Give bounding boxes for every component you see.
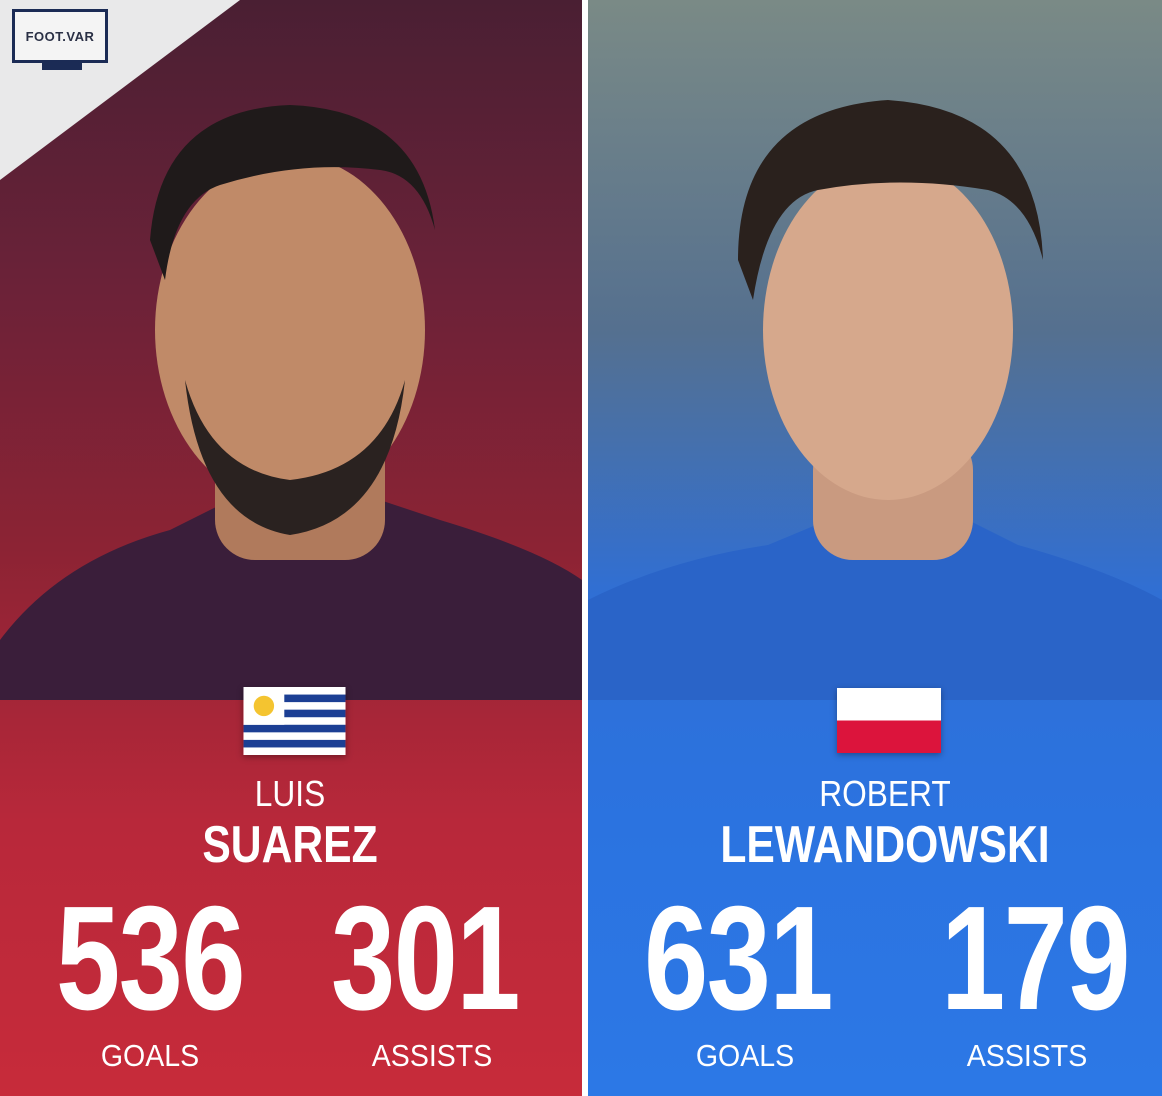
player-last-name: SUAREZ bbox=[202, 816, 378, 874]
player-panel-suarez: FOOT.VAR LUIS SUAREZ 536 301 GOALS ASSIS… bbox=[0, 0, 582, 1096]
goals-value: 536 bbox=[56, 876, 245, 1041]
player-last-name: LEWANDOWSKI bbox=[720, 816, 1050, 874]
assists-value: 301 bbox=[331, 876, 520, 1041]
assists-label: ASSISTS bbox=[371, 1038, 493, 1073]
footvar-logo: FOOT.VAR bbox=[12, 9, 108, 63]
poland-flag-icon bbox=[837, 688, 941, 753]
player-first-name: ROBERT bbox=[819, 773, 951, 814]
player-photo-lewandowski bbox=[588, 100, 1162, 700]
goals-value: 631 bbox=[644, 876, 833, 1041]
uruguay-flag-icon bbox=[243, 687, 346, 755]
player-first-name: LUIS bbox=[254, 773, 326, 814]
assists-value: 179 bbox=[941, 876, 1130, 1041]
goals-label: GOALS bbox=[695, 1038, 795, 1073]
goals-label: GOALS bbox=[100, 1038, 200, 1073]
logo-stand bbox=[42, 63, 82, 70]
assists-label: ASSISTS bbox=[966, 1038, 1088, 1073]
player-panel-lewandowski: ROBERT LEWANDOWSKI 631 179 GOALS ASSISTS bbox=[588, 0, 1162, 1096]
